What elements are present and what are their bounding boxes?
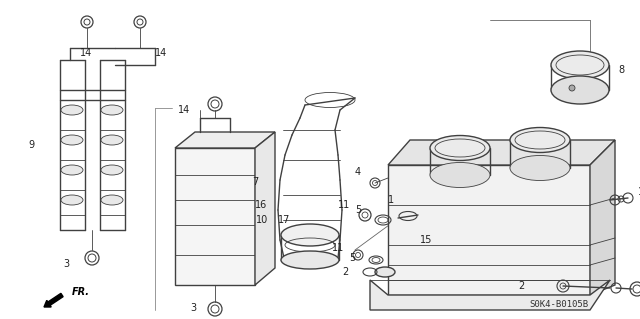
Text: 12: 12 <box>638 187 640 197</box>
Polygon shape <box>388 140 615 165</box>
Text: 17: 17 <box>278 215 291 225</box>
Ellipse shape <box>101 165 123 175</box>
Polygon shape <box>175 148 255 285</box>
Polygon shape <box>370 280 610 310</box>
Text: 14: 14 <box>80 48 92 58</box>
Polygon shape <box>255 132 275 285</box>
Ellipse shape <box>430 136 490 160</box>
Text: 10: 10 <box>256 215 268 225</box>
Ellipse shape <box>375 267 395 277</box>
Ellipse shape <box>281 251 339 269</box>
Text: 14: 14 <box>155 48 167 58</box>
Ellipse shape <box>430 162 490 188</box>
Circle shape <box>569 85 575 91</box>
Ellipse shape <box>510 128 570 152</box>
Text: 4: 4 <box>355 167 361 177</box>
Text: 1: 1 <box>388 195 394 205</box>
Text: 5: 5 <box>355 205 361 215</box>
Ellipse shape <box>551 76 609 104</box>
Text: 7: 7 <box>252 177 259 187</box>
Text: 2: 2 <box>342 267 348 277</box>
Text: 5: 5 <box>349 253 355 263</box>
Ellipse shape <box>61 165 83 175</box>
Text: 2: 2 <box>518 281 524 291</box>
Text: 15: 15 <box>420 235 433 245</box>
Ellipse shape <box>101 135 123 145</box>
Ellipse shape <box>61 195 83 205</box>
Polygon shape <box>590 140 615 295</box>
Polygon shape <box>175 132 275 148</box>
Text: 3: 3 <box>63 259 69 269</box>
Text: 9: 9 <box>28 140 34 150</box>
Polygon shape <box>388 165 590 295</box>
Ellipse shape <box>101 195 123 205</box>
Ellipse shape <box>551 51 609 79</box>
Ellipse shape <box>281 224 339 246</box>
Ellipse shape <box>61 135 83 145</box>
Ellipse shape <box>61 105 83 115</box>
Text: 3: 3 <box>190 303 196 313</box>
Text: 11: 11 <box>338 200 350 210</box>
Ellipse shape <box>510 155 570 181</box>
Text: S0K4-B0105B: S0K4-B0105B <box>529 300 588 309</box>
Text: 11: 11 <box>332 243 344 253</box>
Text: 16: 16 <box>255 200 268 210</box>
Text: 8: 8 <box>618 65 624 75</box>
Ellipse shape <box>101 105 123 115</box>
Text: FR.: FR. <box>72 287 90 297</box>
Text: 14: 14 <box>178 105 190 115</box>
FancyArrow shape <box>44 293 63 307</box>
